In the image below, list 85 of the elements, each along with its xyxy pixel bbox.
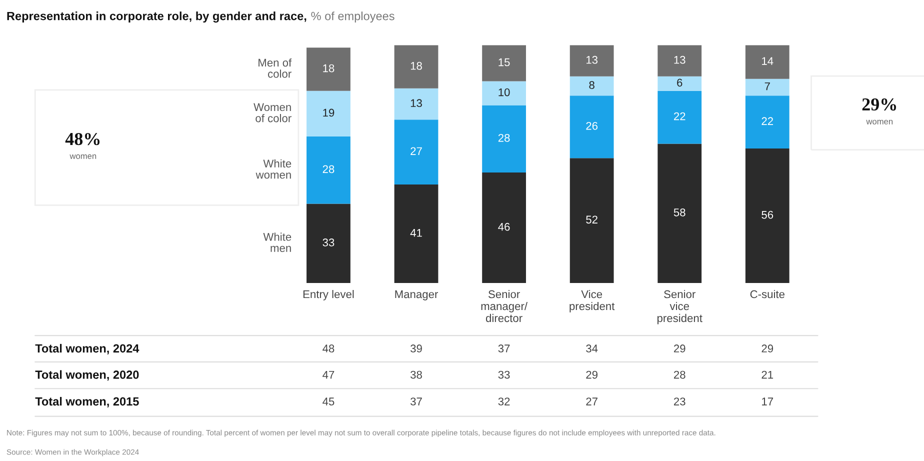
data-label: 52 — [586, 216, 598, 224]
data-label: 27 — [410, 147, 422, 155]
data-label: 8 — [589, 81, 594, 90]
text: 34 — [586, 344, 598, 352]
data-label: 13 — [410, 99, 422, 108]
bar — [482, 81, 526, 106]
series-label: Women of color — [254, 103, 292, 122]
bar — [306, 204, 350, 284]
data-label: 28 — [322, 165, 334, 174]
text: 47 — [322, 370, 334, 379]
data-label: 6 — [677, 78, 682, 87]
bar — [745, 96, 790, 148]
text: 37 — [498, 344, 510, 352]
text: 48% — [65, 132, 100, 146]
text: 28 — [674, 370, 686, 379]
data-label: 58 — [674, 208, 686, 216]
data-label: 10 — [498, 88, 510, 96]
bar — [306, 136, 350, 204]
bar — [658, 144, 702, 284]
data-label: 13 — [586, 56, 598, 64]
x-tick-label: Vice president — [570, 290, 615, 312]
text: 48 — [322, 344, 334, 352]
bar — [745, 78, 790, 96]
data-label: 33 — [322, 238, 334, 246]
data-label: 13 — [674, 56, 686, 64]
bar — [306, 48, 350, 91]
x-tick-label: Manager — [395, 290, 438, 300]
data-label: 26 — [586, 122, 598, 130]
data-label: 19 — [323, 108, 334, 117]
x-tick-label: Senior manager/ director — [481, 290, 528, 322]
bar — [658, 90, 702, 144]
text: 29 — [762, 344, 774, 352]
bar — [570, 76, 614, 96]
x-tick-label: Senior vice president — [657, 290, 702, 324]
bar — [482, 45, 526, 82]
text: 32 — [498, 398, 510, 406]
data-label: 18 — [323, 64, 334, 72]
bar — [570, 96, 614, 158]
bar — [306, 90, 350, 136]
bar — [745, 148, 790, 284]
text: 29% — [862, 98, 896, 111]
data-label: 28 — [498, 134, 510, 142]
data-label: 22 — [762, 117, 774, 125]
text: 45 — [322, 398, 334, 406]
text: 29 — [674, 344, 686, 352]
data-label: 46 — [498, 222, 510, 231]
bar — [570, 45, 614, 76]
bar — [394, 45, 438, 88]
bar — [394, 120, 438, 185]
bar — [394, 88, 438, 120]
data-label: 7 — [764, 82, 770, 90]
text: Total women, 2020 — [35, 370, 139, 381]
bar — [745, 45, 790, 79]
text: Total women, 2015 — [35, 396, 139, 408]
data-label: 15 — [498, 58, 510, 66]
series-label: White women — [256, 159, 292, 179]
data-label: 56 — [762, 210, 774, 219]
bar — [570, 158, 614, 284]
bar — [658, 76, 702, 91]
data-label: 22 — [674, 112, 686, 120]
chart-subtitle: % of employees — [311, 12, 394, 23]
text: women — [866, 120, 893, 124]
text: 21 — [762, 370, 774, 379]
text: 23 — [674, 398, 686, 406]
text: women — [70, 154, 96, 159]
text: 29 — [586, 370, 598, 379]
data-label: 18 — [410, 62, 422, 70]
text: Total women, 2024 — [35, 344, 140, 354]
series-label: Men of color — [258, 58, 292, 78]
bar — [658, 45, 702, 76]
x-tick-label: Entry level — [303, 290, 354, 300]
text: 33 — [498, 370, 510, 379]
bar — [394, 184, 438, 284]
bar — [482, 105, 526, 173]
text: 27 — [586, 398, 598, 406]
text: Representation in corporate role, by gender and race, — [7, 12, 306, 23]
series-label: White men — [263, 232, 292, 252]
text: 39 — [410, 344, 422, 352]
data-label: 14 — [762, 57, 774, 65]
text: 17 — [762, 398, 774, 406]
text: 38 — [410, 370, 422, 379]
data-label: 41 — [410, 229, 422, 237]
x-tick-label: C-suite — [750, 290, 784, 298]
text: 37 — [410, 398, 422, 406]
bar — [482, 172, 526, 284]
